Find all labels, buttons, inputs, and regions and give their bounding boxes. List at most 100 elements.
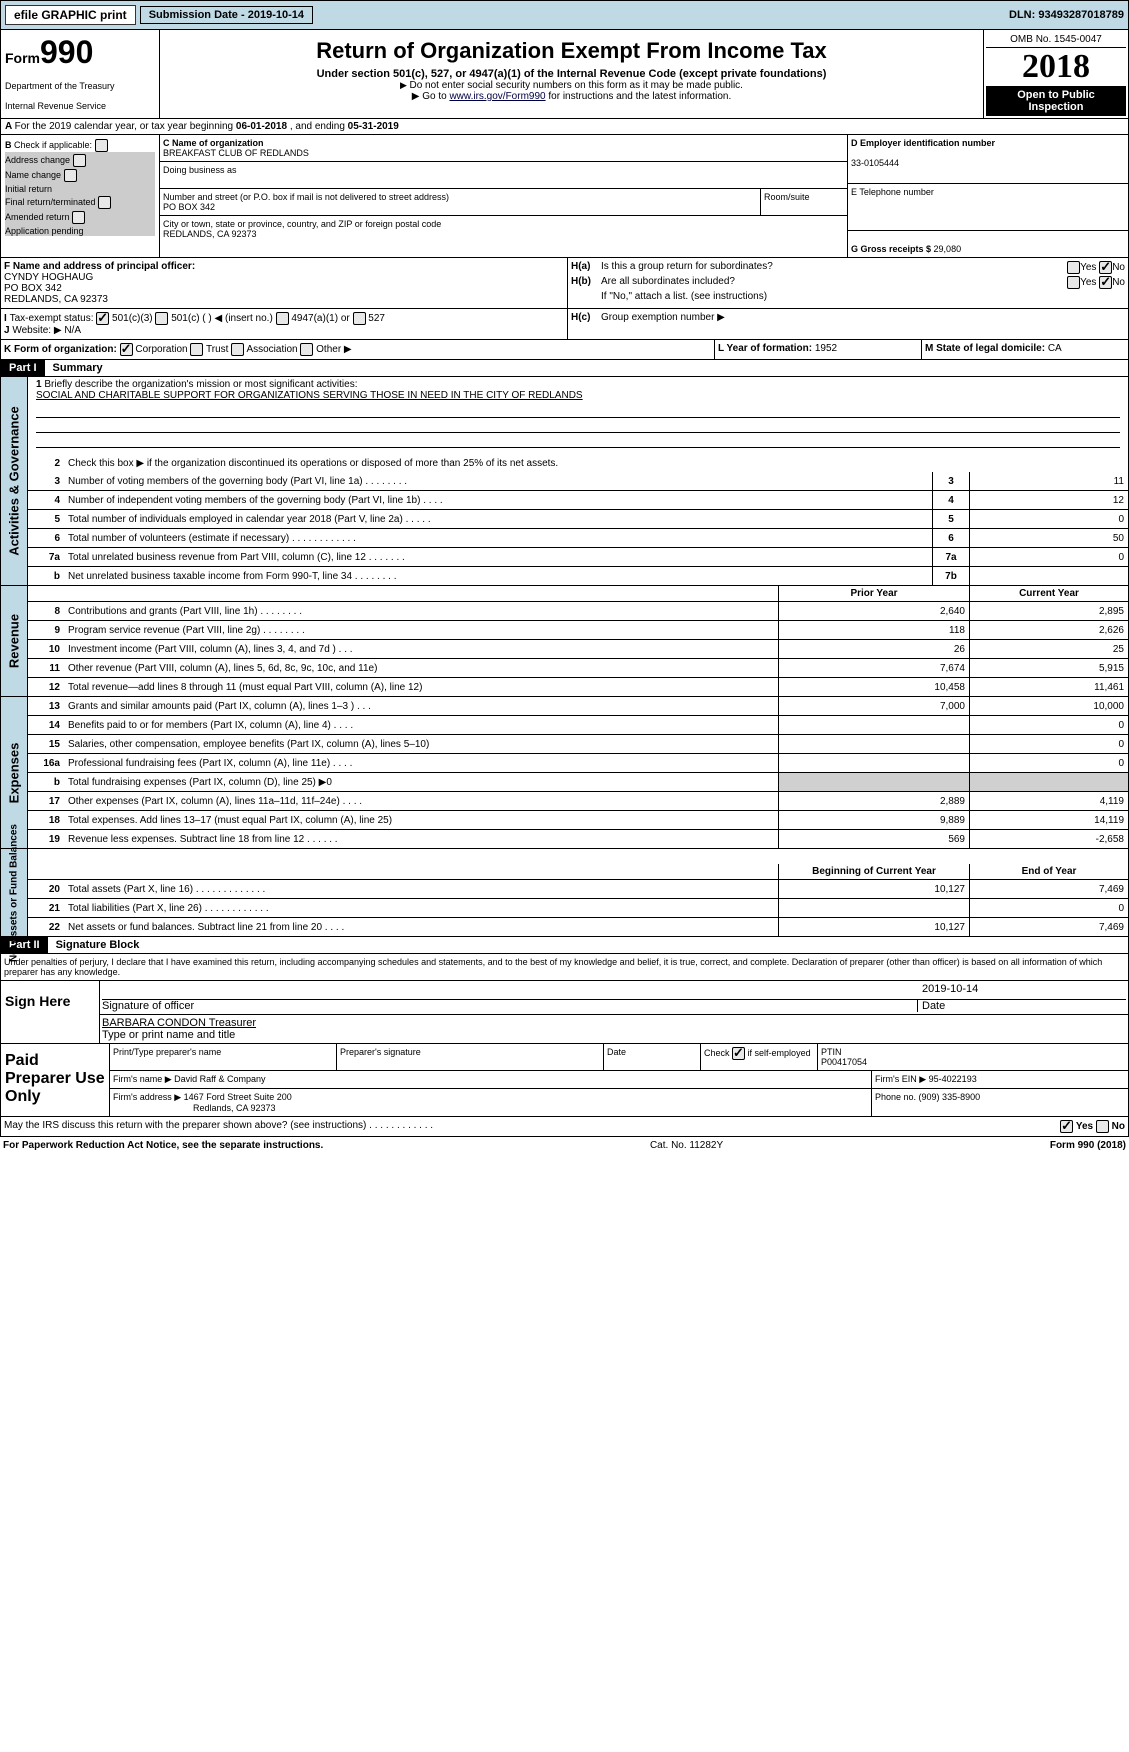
top-bar: efile GRAPHIC print Submission Date - 20… — [0, 0, 1129, 30]
ha-yes[interactable] — [1067, 261, 1080, 274]
room-suite: Room/suite — [761, 189, 847, 215]
line-7a-value: 0 — [969, 548, 1128, 566]
line-16a: Professional fundraising fees (Part IX, … — [64, 756, 778, 771]
k-trust[interactable] — [190, 343, 203, 356]
dba-box: Doing business as — [160, 162, 847, 189]
b-address-change: Address change — [5, 152, 155, 167]
efile-button[interactable]: efile GRAPHIC print — [5, 5, 136, 25]
line-21: Total liabilities (Part X, line 26) . . … — [64, 901, 778, 916]
b-name-change: Name change — [5, 167, 155, 182]
self-employed-col: Check if self-employed — [701, 1044, 818, 1070]
i-4947[interactable] — [276, 312, 289, 325]
line-19: Revenue less expenses. Subtract line 18 … — [64, 832, 778, 847]
instruction-ssn: Do not enter social security numbers on … — [164, 80, 979, 91]
k-assoc[interactable] — [231, 343, 244, 356]
line-4-value: 12 — [969, 491, 1128, 509]
h-c-label: H(c) — [571, 312, 601, 323]
paid-preparer-block: Paid Preparer Use Only Print/Type prepar… — [0, 1044, 1129, 1117]
form-subtitle: Under section 501(c), 527, or 4947(a)(1)… — [164, 68, 979, 80]
h-a-label: H(a) — [571, 261, 601, 274]
ptin-col: PTINP00417054 — [818, 1044, 1128, 1070]
part2-header: Part II Signature Block — [0, 937, 1129, 954]
b-final: Final return/terminated — [5, 194, 155, 209]
net-assets-tab: Net Assets or Fund Balances — [9, 823, 20, 961]
form-title: Return of Organization Exempt From Incom… — [164, 38, 979, 64]
line-3-value: 11 — [969, 472, 1128, 490]
firm-ein: Firm's EIN ▶ 95-4022193 — [872, 1071, 1128, 1088]
hb-yes[interactable] — [1067, 276, 1080, 289]
instruction-link: ▶ Go to www.irs.gov/Form990 for instruct… — [164, 91, 979, 102]
part1-bar: Part I — [1, 360, 45, 376]
open-to-public: Open to Public Inspection — [986, 86, 1126, 116]
paid-preparer-label: Paid Preparer Use Only — [1, 1044, 109, 1116]
line-18: Total expenses. Add lines 13–17 (must eq… — [64, 813, 778, 828]
line-7b-value — [969, 567, 1128, 585]
dln: DLN: 93493287018789 — [1009, 9, 1124, 21]
dept-treasury: Department of the Treasury — [5, 81, 155, 91]
may-no[interactable] — [1096, 1120, 1109, 1133]
k-other[interactable] — [300, 343, 313, 356]
form-page-label: Form 990 (2018) — [1050, 1140, 1126, 1151]
preparer-date-col: Date — [604, 1044, 701, 1070]
officer-name: BARBARA CONDON Treasurer — [102, 1017, 256, 1029]
ein-box: D Employer identification number33-01054… — [848, 135, 1128, 184]
part1-header: Part I Summary — [0, 360, 1129, 377]
i-527[interactable] — [353, 312, 366, 325]
type-name-label: Type or print name and title — [102, 1029, 235, 1041]
f-officer: F Name and address of principal officer:… — [4, 261, 564, 305]
paperwork-notice: For Paperwork Reduction Act Notice, see … — [3, 1140, 323, 1151]
preparer-name-col: Print/Type preparer's name — [110, 1044, 337, 1070]
firm-name: Firm's name ▶ David Raff & Company — [110, 1071, 872, 1088]
form-number: Form990 — [5, 34, 155, 71]
line-16b: Total fundraising expenses (Part IX, col… — [64, 775, 778, 790]
line-13: Grants and similar amounts paid (Part IX… — [64, 699, 778, 714]
line-7a: Total unrelated business revenue from Pa… — [64, 550, 932, 565]
line-15: Salaries, other compensation, employee b… — [64, 737, 778, 752]
preparer-sig-col: Preparer's signature — [337, 1044, 604, 1070]
expenses-section: Expenses 13Grants and similar amounts pa… — [0, 697, 1129, 849]
line-i: I Tax-exempt status: 501(c)(3) 501(c) ( … — [4, 312, 564, 325]
line-20: Total assets (Part X, line 16) . . . . .… — [64, 882, 778, 897]
expenses-tab: Expenses — [7, 742, 22, 803]
line-7b: Net unrelated business taxable income fr… — [64, 569, 932, 584]
line-22: Net assets or fund balances. Subtract li… — [64, 920, 778, 935]
section-i-j-hc: I Tax-exempt status: 501(c)(3) 501(c) ( … — [0, 309, 1129, 340]
footer: For Paperwork Reduction Act Notice, see … — [0, 1137, 1129, 1154]
h-b-text: Are all subordinates included? — [601, 276, 1025, 289]
prior-year-header: Prior Year — [778, 586, 969, 601]
ha-no[interactable] — [1099, 261, 1112, 274]
omb-number: OMB No. 1545-0047 — [986, 32, 1126, 48]
line-12: Total revenue—add lines 8 through 11 (mu… — [64, 680, 778, 695]
h-b-note: If "No," attach a list. (see instruction… — [571, 291, 1125, 302]
net-assets-section: Net Assets or Fund Balances Beginning of… — [0, 849, 1129, 937]
i-501c3[interactable] — [96, 312, 109, 325]
may-yes[interactable] — [1060, 1120, 1073, 1133]
address-box: Number and street (or P.O. box if mail i… — [160, 189, 761, 215]
irs-link[interactable]: www.irs.gov/Form990 — [449, 91, 545, 102]
i-501c[interactable] — [155, 312, 168, 325]
telephone-box: E Telephone number — [848, 184, 1128, 231]
section-f-h: F Name and address of principal officer:… — [0, 258, 1129, 309]
sign-here-label: Sign Here — [1, 981, 99, 1043]
b-label: B Check if applicable: — [5, 139, 155, 152]
h-a-text: Is this a group return for subordinates? — [601, 261, 1025, 274]
k-corp[interactable] — [120, 343, 133, 356]
hb-no[interactable] — [1099, 276, 1112, 289]
line-6: Total number of volunteers (estimate if … — [64, 531, 932, 546]
checkbox-icon[interactable] — [95, 139, 108, 152]
line-k: K Form of organization: Corporation Trus… — [1, 340, 714, 359]
line-17: Other expenses (Part IX, column (A), lin… — [64, 794, 778, 809]
line-a: A For the 2019 calendar year, or tax yea… — [0, 119, 1129, 135]
firm-address: Firm's address ▶ 1467 Ford Street Suite … — [110, 1089, 872, 1116]
line-11: Other revenue (Part VIII, column (A), li… — [64, 661, 778, 676]
b-amended: Amended return — [5, 209, 155, 224]
sign-here-block: Sign Here 2019-10-14 Signature of office… — [0, 981, 1129, 1044]
line-j: J Website: ▶ N/A — [4, 325, 564, 336]
org-name-box: C Name of organizationBREAKFAST CLUB OF … — [160, 135, 847, 162]
b-pending: Application pending — [5, 224, 155, 236]
line-2: Check this box ▶ if the organization dis… — [64, 456, 1128, 471]
line-10: Investment income (Part VIII, column (A)… — [64, 642, 778, 657]
firm-phone: Phone no. (909) 335-8900 — [872, 1089, 1128, 1116]
self-employed-checkbox[interactable] — [732, 1047, 745, 1060]
sign-date-label: Date — [917, 999, 1126, 1012]
